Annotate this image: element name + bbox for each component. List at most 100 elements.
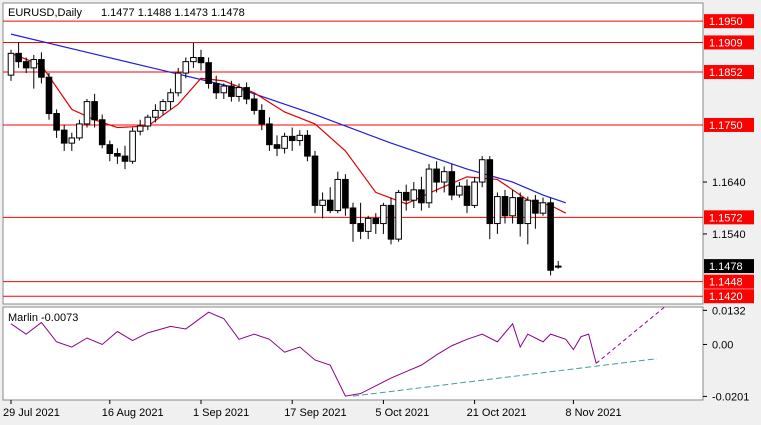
- candle-body-up: [319, 199, 326, 206]
- candle-body-down: [532, 199, 539, 214]
- candle: [342, 174, 349, 216]
- candle: [524, 196, 532, 245]
- candle: [152, 104, 159, 123]
- candle-body-up: [235, 87, 243, 97]
- candle: [76, 119, 83, 141]
- time-axis: 29 Jul 2021 16 Aug 2021 1 Sep 2021 17 Sep 2…: [3, 400, 622, 419]
- candle-body-up: [364, 217, 372, 232]
- candle-body-up: [425, 168, 433, 204]
- candle: [144, 114, 152, 131]
- candlesticks: [7, 42, 562, 276]
- candle-body-up: [190, 56, 197, 63]
- candle: [258, 104, 266, 131]
- candle-body-down: [197, 56, 205, 64]
- candle: [433, 161, 440, 193]
- candle-body-down: [250, 98, 258, 111]
- candle-body-up: [471, 181, 478, 206]
- candle: [554, 260, 562, 269]
- candle-body-down: [228, 85, 235, 97]
- candle-body-down: [45, 76, 53, 115]
- candle: [547, 197, 554, 276]
- candle: [486, 156, 494, 240]
- candle-body-up: [220, 85, 228, 94]
- candle: [463, 179, 471, 214]
- candle: [380, 202, 387, 234]
- level-label-bg: [704, 117, 754, 132]
- time-tick-label: 17 Sep 2021: [284, 407, 346, 419]
- marlin-projection-line: [595, 306, 665, 364]
- time-tick-label: 8 Nov 2021: [565, 407, 621, 419]
- candle-body-down: [311, 155, 319, 206]
- candle-body-up: [174, 72, 182, 94]
- candle: [60, 124, 68, 151]
- candle-body-up: [410, 189, 418, 201]
- candle-body-down: [266, 123, 273, 146]
- candle-body-down: [273, 144, 281, 149]
- level-label-bg: [704, 289, 754, 304]
- candle: [68, 132, 76, 151]
- price-tick-label: 1.1640: [712, 177, 746, 189]
- candle-body-down: [243, 87, 250, 100]
- candle-body-down: [106, 144, 114, 154]
- candle-body-up: [152, 109, 159, 118]
- candle: [106, 140, 114, 162]
- candle: [167, 88, 174, 110]
- candle: [281, 132, 288, 154]
- marlin-line: [10, 311, 597, 397]
- candle-body-up: [478, 159, 486, 183]
- candle-body-up: [144, 116, 152, 127]
- time-tick-label: 16 Aug 2021: [102, 407, 164, 419]
- candle-body-down: [433, 168, 440, 183]
- candle-body-down: [38, 59, 45, 78]
- candle-body-up: [456, 185, 463, 196]
- current-price-label: 1.1478: [709, 261, 743, 273]
- candle-body-up: [76, 123, 83, 139]
- level-lines: [3, 20, 703, 297]
- level-label-bg: [704, 35, 754, 50]
- candle-body-down: [53, 113, 60, 131]
- candle: [22, 57, 30, 74]
- candle: [45, 73, 53, 120]
- time-tick-label: 5 Oct 2021: [375, 407, 429, 419]
- candle-body-down: [486, 159, 494, 225]
- ohlc-header: 1.1477 1.1488 1.1473 1.1478: [101, 7, 245, 19]
- oscillator-panel: [2, 306, 704, 401]
- level-label: 1.1420: [709, 291, 743, 303]
- candle: [440, 166, 448, 193]
- candle-body-up: [83, 101, 91, 125]
- candle: [311, 150, 319, 214]
- candle: [516, 192, 524, 237]
- candle-body-down: [258, 109, 266, 125]
- candle: [425, 163, 433, 208]
- candle-body-up: [30, 59, 38, 69]
- oscillator-axis: 0.0132 0.00 -0.0201: [703, 305, 749, 403]
- oscillator-tick-label: 0.00: [712, 339, 733, 351]
- candle-body-up: [380, 204, 387, 225]
- candle: [38, 52, 45, 84]
- candle: [91, 93, 98, 128]
- time-tick-label: 1 Sep 2021: [193, 407, 249, 419]
- candle-body-up: [494, 196, 501, 225]
- candle: [501, 189, 509, 224]
- candle-body-up: [159, 101, 167, 111]
- candle: [53, 109, 60, 138]
- level-label: 1.1572: [709, 212, 743, 224]
- candle: [349, 202, 357, 242]
- candle-body-down: [463, 185, 471, 206]
- trend-line: [352, 358, 658, 397]
- candle: [15, 42, 22, 68]
- candle-body-down: [288, 135, 296, 142]
- candle-body-up: [554, 265, 562, 268]
- level-label-bg: [704, 274, 754, 289]
- ma-blue-line: [10, 33, 566, 204]
- candle: [228, 80, 235, 102]
- candle-body-up: [296, 134, 304, 142]
- candle: [357, 202, 364, 240]
- candle-body-up: [539, 202, 547, 214]
- level-label-bg: [704, 14, 754, 29]
- candle-body-up: [281, 135, 288, 149]
- candle: [273, 135, 281, 157]
- candle-body-down: [15, 52, 22, 63]
- candle-body-down: [372, 217, 380, 225]
